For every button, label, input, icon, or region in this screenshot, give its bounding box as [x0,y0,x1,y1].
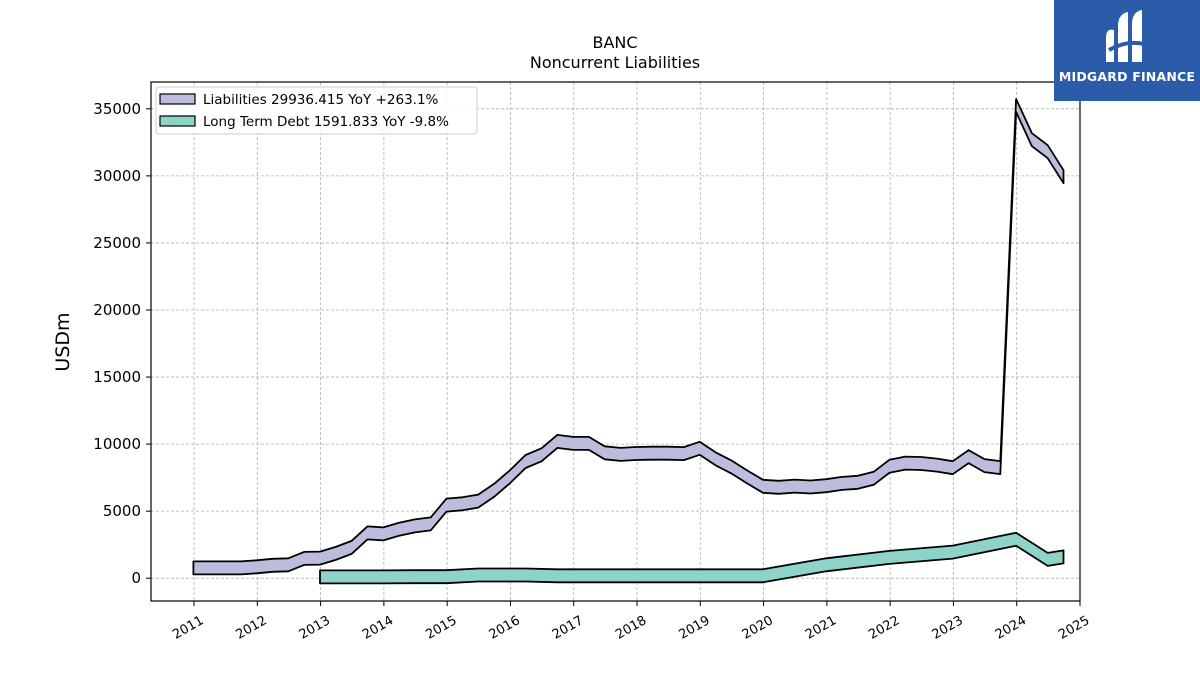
series-layer [192,98,1065,585]
series-band-liabilities [192,98,1065,576]
legend-swatch-long-term-debt [159,115,196,127]
y-tick-label: 20000 [93,301,141,319]
x-tick-label: 2017 [550,613,586,643]
chart-subtitle: Noncurrent Liabilities [530,53,700,72]
y-tick-label: 35000 [93,100,141,118]
x-tick-label: 2011 [170,613,206,643]
x-tick-label: 2015 [423,613,459,643]
legend-swatch-liabilities [159,93,196,105]
grid-lines [151,82,1081,601]
y-tick-label: 30000 [93,167,141,185]
midgard-finance-logo: MIDGARD FINANCE [1054,0,1200,101]
y-tick-label: 15000 [93,368,141,386]
x-tick-label: 2020 [740,613,776,643]
legend-label-long-term-debt: Long Term Debt 1591.833 YoY -9.8% [203,114,449,130]
y-tick-label: 25000 [93,234,141,252]
logo-mark-icon [1106,10,1145,62]
y-axis-ticks: 0 5000 10000 15000 20000 25000 30000 35000 [93,100,151,587]
legend-label-liabilities: Liabilities 29936.415 YoY +263.1% [203,92,439,108]
x-tick-label: 2025 [1056,613,1092,643]
x-tick-label: 2014 [360,613,396,643]
logo-name: MIDGARD FINANCE [1058,69,1196,84]
y-tick-label: 10000 [93,435,141,453]
x-tick-label: 2012 [233,613,269,643]
plot-frame [150,81,1081,602]
x-tick-label: 2021 [803,613,839,643]
series-band-long-term-debt [319,531,1065,585]
x-tick-label: 2018 [613,613,649,643]
legend[interactable]: Liabilities 29936.415 YoY +263.1% Long T… [155,86,478,135]
y-tick-label: 5000 [103,502,141,520]
y-axis-label: USDm [52,312,74,371]
y-tick-label: 0 [131,569,141,587]
x-tick-label: 2023 [930,613,966,643]
x-tick-label: 2016 [487,613,523,643]
x-tick-label: 2022 [866,613,902,643]
legend-box [155,86,478,135]
x-tick-label: 2013 [297,613,333,643]
x-axis-ticks: 2011 2012 2013 2014 2015 2016 2017 2018 2019 2020… [170,601,1092,643]
x-tick-label: 2019 [676,613,712,643]
chart-title: BANC [592,33,637,52]
x-tick-label: 2024 [993,613,1029,643]
